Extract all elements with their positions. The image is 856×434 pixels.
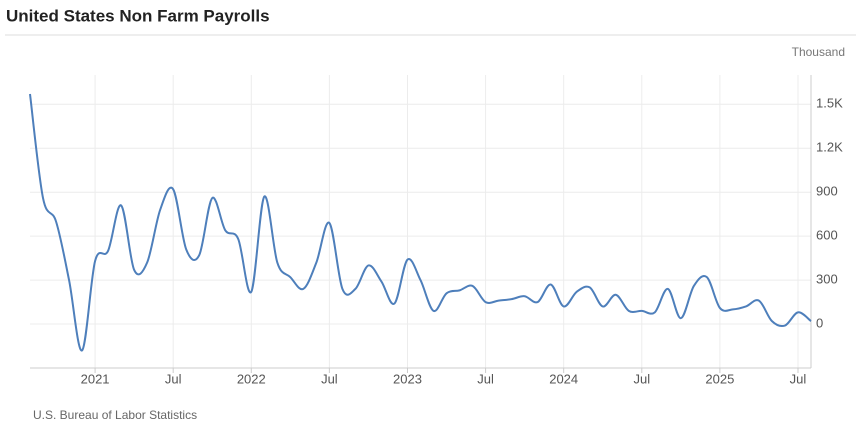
unit-label: Thousand <box>792 45 845 59</box>
x-tick-label: Jul <box>165 371 182 386</box>
x-tick-label: Jul <box>321 371 338 386</box>
x-tick-label: 2022 <box>237 371 266 386</box>
y-tick-label: 900 <box>816 184 838 199</box>
x-tick-label: 2023 <box>393 371 422 386</box>
y-tick-label: 1.5K <box>816 96 843 111</box>
y-tick-label: 0 <box>816 315 823 330</box>
chart-title: United States Non Farm Payrolls <box>6 6 270 25</box>
line <box>29 93 812 352</box>
y-tick-label: 300 <box>816 272 838 287</box>
x-tick-label: 2024 <box>549 371 578 386</box>
y-tick-label: 600 <box>816 228 838 243</box>
x-tick-label: Jul <box>477 371 494 386</box>
source: U.S. Bureau of Labor Statistics <box>33 408 197 422</box>
x-tick-label: 2021 <box>81 371 110 386</box>
y-tick-label: 1.2K <box>816 140 843 155</box>
x-tick-label: Jul <box>790 371 807 386</box>
x-tick-label: 2025 <box>705 371 734 386</box>
x-tick-label: Jul <box>633 371 650 386</box>
